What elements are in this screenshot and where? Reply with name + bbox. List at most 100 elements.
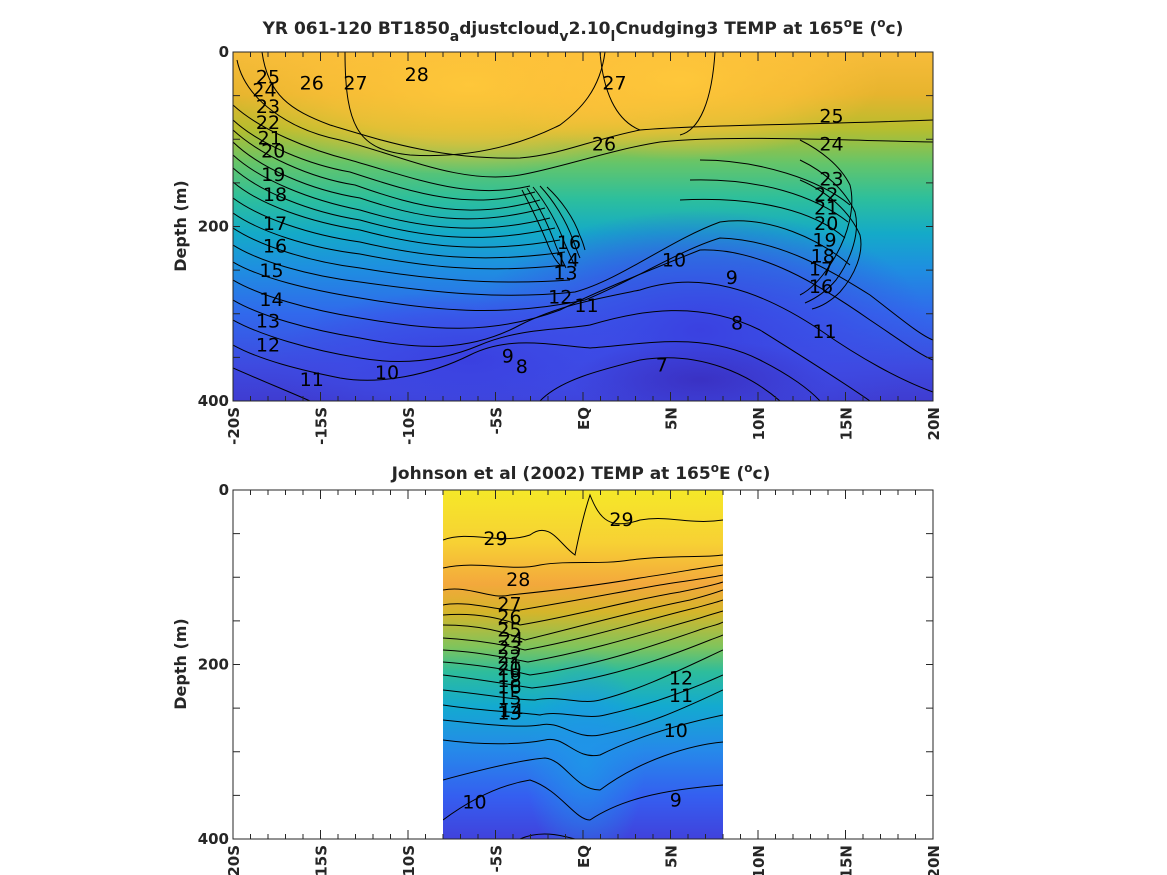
- contour-label: 14: [555, 250, 579, 272]
- x-tick-label: 5N: [663, 845, 681, 868]
- contour-label: 12: [256, 334, 280, 356]
- y-tick-label: 400: [198, 392, 229, 410]
- contour-label: 17: [809, 258, 833, 280]
- contour-label: 11: [669, 685, 693, 707]
- contour-label: 23: [497, 637, 521, 659]
- contour-label: 25: [256, 66, 280, 88]
- contour-label: 8: [516, 356, 528, 378]
- contour-label: 16: [809, 276, 833, 298]
- contour-label: 8: [731, 312, 743, 334]
- contour-label: 24: [499, 628, 523, 650]
- contour-label: 19: [497, 665, 521, 687]
- x-tick-label: -5S: [488, 407, 506, 434]
- contour-label: 27: [343, 73, 367, 95]
- contour-label: 18: [811, 245, 835, 267]
- x-tick-label: -10S: [400, 845, 418, 875]
- contour-label: 21: [258, 128, 282, 150]
- x-tick-label: 15N: [838, 407, 856, 440]
- contour-label: 16: [263, 236, 287, 258]
- contour-label: 21: [814, 197, 838, 219]
- x-tick-label: 20N: [925, 845, 943, 875]
- x-tick-label: -15S: [313, 845, 331, 875]
- contour-label: 19: [261, 164, 285, 186]
- isotherm-28: [344, 52, 606, 157]
- x-tick-label: EQ: [575, 407, 593, 430]
- contour-label: 26: [592, 134, 616, 156]
- contour-label: 14: [259, 289, 283, 311]
- isotherm-27-east: [679, 52, 716, 136]
- contour-label: 29: [609, 509, 633, 531]
- isotherm-27-inner: [599, 52, 641, 131]
- isotherm-27-west: [261, 52, 933, 159]
- x-tick-label: 10N: [750, 407, 768, 440]
- contour-label: 16: [497, 676, 521, 698]
- contour-label: 20: [261, 141, 285, 163]
- contour-label: 28: [405, 64, 429, 86]
- x-tick-label: -20S: [225, 845, 243, 875]
- contour-label: 25: [497, 620, 521, 642]
- y-axis-model: 0 200 400: [198, 43, 933, 410]
- contour-label: 16: [557, 232, 581, 254]
- contour-label: 23: [256, 96, 280, 118]
- contour-label: 13: [256, 311, 280, 333]
- contour-label: 18: [497, 670, 521, 692]
- contour-label: 24: [252, 80, 276, 102]
- contour-label: 18: [263, 184, 287, 206]
- y-tick-label: 200: [198, 656, 229, 674]
- x-tick-label: 5N: [663, 407, 681, 430]
- contour-label: 9: [502, 346, 514, 368]
- contour-label: 13: [497, 702, 521, 724]
- contour-label: 27: [602, 73, 626, 95]
- contour-label: 12: [548, 286, 572, 308]
- observed-temperature-panel: Johnson et al (2002) TEMP at 165oE (oc): [171, 461, 943, 875]
- contour-label: 17: [263, 213, 287, 235]
- y-tick-label: 0: [219, 481, 229, 499]
- contour-label: 22: [497, 646, 521, 668]
- x-tick-label: -15S: [313, 407, 331, 445]
- chart-title-observed: Johnson et al (2002) TEMP at 165oE (oc): [391, 461, 771, 484]
- temperature-field-observed: [443, 490, 723, 839]
- contour-label: 28: [506, 569, 530, 591]
- contour-label: 12: [669, 668, 693, 690]
- contour-label: 24: [819, 134, 843, 156]
- contour-label: 15: [259, 260, 283, 282]
- contour-label: 7: [656, 354, 668, 376]
- contour-lines-observed: [443, 493, 723, 839]
- contour-label: 25: [819, 106, 843, 128]
- contour-label: 20: [497, 658, 521, 680]
- contour-label: 9: [670, 790, 682, 812]
- x-axis-observed: -20S -15S -10S -5S EQ 5N 10N 15N 20N: [225, 490, 943, 875]
- contour-label: 15: [497, 688, 521, 710]
- temperature-field-model: [233, 52, 933, 401]
- x-tick-label: 15N: [838, 845, 856, 875]
- y-tick-label: 400: [198, 830, 229, 848]
- contour-label: 10: [662, 250, 686, 272]
- x-tick-label: 20N: [925, 407, 943, 440]
- contour-label: 26: [300, 73, 324, 95]
- contour-label: 13: [553, 263, 577, 285]
- y-axis-label-model: Depth (m): [171, 180, 190, 272]
- contour-label: 10: [664, 720, 688, 742]
- contour-label: 21: [497, 653, 521, 675]
- contour-label: 11: [574, 295, 598, 317]
- y-axis-observed: 0 200 400: [198, 481, 933, 848]
- contour-label: 14: [499, 700, 523, 722]
- contour-label: 10: [375, 362, 399, 384]
- contour-label: 26: [497, 607, 521, 629]
- contour-label: 9: [726, 267, 738, 289]
- isotherm-26: [236, 59, 933, 178]
- contour-label: 11: [812, 321, 836, 343]
- x-tick-label: -20S: [225, 407, 243, 445]
- x-axis-model: -20S -15S -10S -5S EQ 5N 10N 15N 20N: [225, 52, 943, 445]
- x-tick-label: -10S: [400, 407, 418, 445]
- chart-title-model: YR 061-120 BT1850adjustcloudv2.10lCnudgi…: [262, 16, 904, 45]
- contour-lines-model: [233, 52, 933, 401]
- y-tick-label: 200: [198, 218, 229, 236]
- x-tick-label: 10N: [750, 845, 768, 875]
- x-tick-label: EQ: [575, 845, 593, 868]
- x-tick-label: -5S: [488, 845, 506, 872]
- model-temperature-panel: YR 061-120 BT1850adjustcloudv2.10lCnudgi…: [171, 16, 943, 445]
